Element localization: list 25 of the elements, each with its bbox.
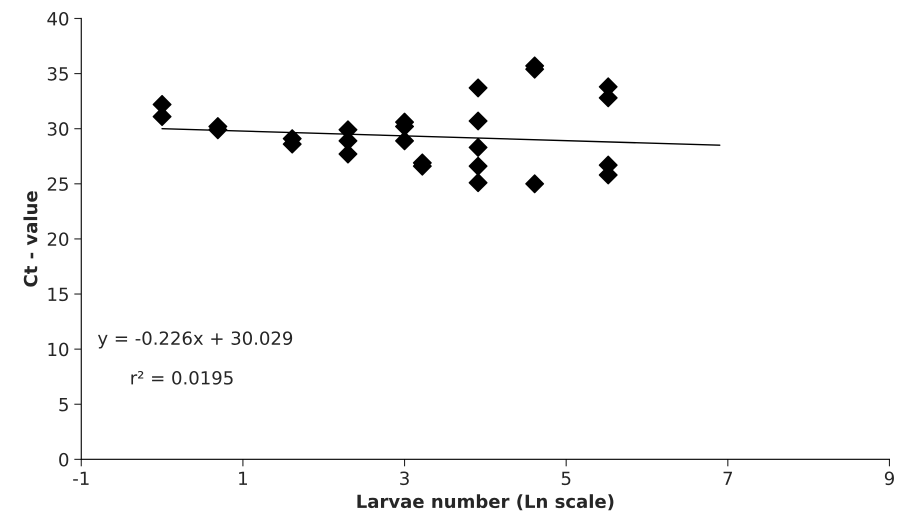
point [468, 173, 488, 192]
x-axis-title: Larvae number (Ln scale) [357, 494, 614, 510]
point [525, 174, 544, 194]
y-tick-label: 5 [59, 398, 68, 412]
point [468, 112, 488, 130]
y-tick-label: 25 [48, 177, 68, 191]
y-tick-label: 40 [47, 12, 68, 26]
point [468, 138, 488, 157]
x-tick-label: 5 [562, 472, 570, 486]
point [468, 156, 488, 176]
y-tick-label: 0 [59, 452, 68, 466]
annotation: r² = 0.0195 [131, 371, 233, 385]
y-tick-label: 10 [48, 342, 68, 356]
point [468, 78, 488, 98]
x-tick-label: -1 [73, 472, 89, 485]
y-tick-label: 20 [48, 232, 68, 246]
x-tick-label: 1 [239, 472, 247, 485]
x-tick-label: 9 [884, 471, 894, 486]
x-tick-label: 3 [400, 471, 409, 486]
y-tick-label: 30 [48, 122, 68, 136]
x-tick-label: 7 [724, 472, 732, 485]
y-tick-label: 15 [48, 288, 68, 302]
annotation: y = -0.226x + 30.029 [98, 331, 292, 348]
y-axis-title: Ct - value [23, 191, 38, 287]
y-tick-label: 35 [48, 67, 68, 81]
